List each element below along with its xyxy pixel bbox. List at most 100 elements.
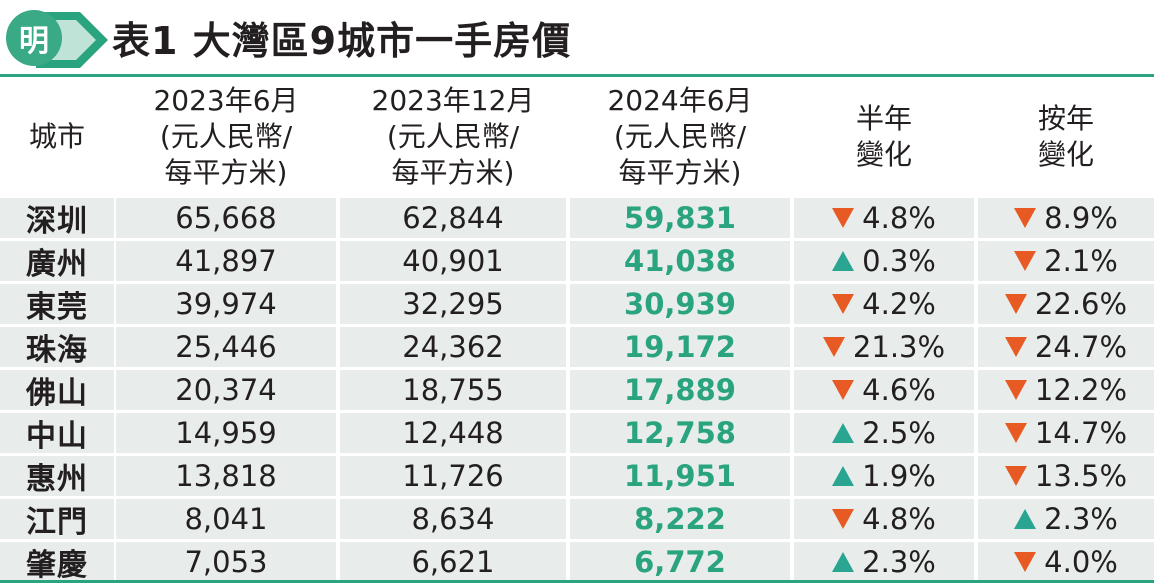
table-row: 東莞 39,974 32,295 30,939 4.2% 22.6% <box>0 284 1154 325</box>
city-name: 廣州 <box>0 241 114 282</box>
column-header-line: 半年 <box>855 102 912 135</box>
table-row: 佛山 20,374 18,755 17,889 4.6% 12.2% <box>0 370 1154 411</box>
half-year-change-cell: 0.3% <box>794 241 974 281</box>
triangle-down-icon <box>1004 337 1027 357</box>
logo-mark: 明 <box>6 10 62 66</box>
column-header-line: 按年 <box>1037 102 1094 135</box>
top-divider <box>0 74 1154 77</box>
table-row: 肇慶 7,053 6,621 6,772 2.3% 4.0% <box>0 542 1154 583</box>
column-header: 城市 <box>0 78 114 196</box>
column-header-line: 2023年12月 <box>371 84 535 117</box>
price-jun-2023: 65,668 <box>116 198 336 238</box>
change-value: 4.8% <box>862 201 936 235</box>
price-dec-2023: 24,362 <box>340 327 566 367</box>
column-header-line: 城市 <box>28 120 85 153</box>
triangle-down-icon <box>1004 423 1027 443</box>
table-row: 惠州 13,818 11,726 11,951 1.9% 13.5% <box>0 456 1154 497</box>
table-row: 珠海 25,446 24,362 19,172 21.3% 24.7% <box>0 327 1154 368</box>
triangle-up-icon <box>832 552 855 572</box>
price-dec-2023: 40,901 <box>340 241 566 281</box>
price-jun-2023: 39,974 <box>116 284 336 324</box>
year-on-year-change-cell: 4.0% <box>978 542 1154 582</box>
column-header-line: (元人民幣/ <box>159 120 293 153</box>
change-value: 12.2% <box>1034 373 1128 407</box>
column-header-line: 2023年6月 <box>153 84 299 117</box>
column-header-line: 每平方米) <box>618 156 742 189</box>
change-value: 8.9% <box>1044 201 1118 235</box>
price-dec-2023: 8,634 <box>340 499 566 539</box>
change-value: 4.0% <box>1044 545 1118 579</box>
year-on-year-change-cell: 2.3% <box>978 499 1154 539</box>
city-name: 肇慶 <box>0 542 114 583</box>
change-value: 21.3% <box>852 330 946 364</box>
half-year-change-cell: 2.5% <box>794 413 974 453</box>
change-value: 14.7% <box>1034 416 1128 450</box>
price-jun-2023: 14,959 <box>116 413 336 453</box>
price-jun-2024: 59,831 <box>570 198 790 238</box>
triangle-down-icon <box>832 380 855 400</box>
table-row: 江門 8,041 8,634 8,222 4.8% 2.3% <box>0 499 1154 540</box>
change-value: 2.1% <box>1044 244 1118 278</box>
year-on-year-change-cell: 12.2% <box>978 370 1154 410</box>
triangle-up-icon <box>832 251 855 271</box>
table-row: 深圳 65,668 62,844 59,831 4.8% 8.9% <box>0 198 1154 239</box>
change-value: 13.5% <box>1034 459 1128 493</box>
triangle-up-icon <box>1014 509 1037 529</box>
triangle-down-icon <box>1004 466 1027 486</box>
price-jun-2023: 8,041 <box>116 499 336 539</box>
half-year-change-cell: 1.9% <box>794 456 974 496</box>
column-header-line: (元人民幣/ <box>613 120 747 153</box>
price-jun-2023: 20,374 <box>116 370 336 410</box>
price-dec-2023: 32,295 <box>340 284 566 324</box>
change-value: 4.2% <box>862 287 936 321</box>
city-name: 江門 <box>0 499 114 540</box>
city-name: 佛山 <box>0 370 114 411</box>
column-header-line: 變化 <box>855 138 912 171</box>
year-on-year-change-cell: 2.1% <box>978 241 1154 281</box>
half-year-change-cell: 4.8% <box>794 499 974 539</box>
triangle-down-icon <box>1014 552 1037 572</box>
triangle-down-icon <box>1014 208 1037 228</box>
column-header: 2024年6月 (元人民幣/每平方米) <box>570 78 790 196</box>
change-value: 0.3% <box>862 244 936 278</box>
price-jun-2023: 13,818 <box>116 456 336 496</box>
price-jun-2024: 41,038 <box>570 241 790 281</box>
price-jun-2024: 11,951 <box>570 456 790 496</box>
triangle-down-icon <box>1014 251 1037 271</box>
triangle-up-icon <box>832 466 855 486</box>
price-dec-2023: 62,844 <box>340 198 566 238</box>
table-title: 表1 大灣區9城市一手房價 <box>112 19 572 63</box>
table-header-row: 城市 2023年6月 (元人民幣/每平方米) 2023年12月 (元人民幣/每平方米) 2… <box>0 78 1154 196</box>
column-header-line: 2024年6月 <box>607 84 753 117</box>
triangle-down-icon <box>1004 294 1027 314</box>
column-header-line: 變化 <box>1037 138 1094 171</box>
change-value: 2.3% <box>862 545 936 579</box>
triangle-down-icon <box>832 509 855 529</box>
city-name: 珠海 <box>0 327 114 368</box>
change-value: 4.6% <box>862 373 936 407</box>
year-on-year-change-cell: 8.9% <box>978 198 1154 238</box>
change-value: 24.7% <box>1034 330 1128 364</box>
half-year-change-cell: 4.2% <box>794 284 974 324</box>
column-header: 半年 變化 <box>794 78 974 196</box>
triangle-down-icon <box>1004 380 1027 400</box>
table-row: 中山 14,959 12,448 12,758 2.5% 14.7% <box>0 413 1154 454</box>
header: 明 表1 大灣區9城市一手房價 <box>0 0 1154 78</box>
price-jun-2023: 25,446 <box>116 327 336 367</box>
year-on-year-change-cell: 24.7% <box>978 327 1154 367</box>
price-dec-2023: 11,726 <box>340 456 566 496</box>
price-jun-2023: 7,053 <box>116 542 336 582</box>
city-name: 深圳 <box>0 198 114 239</box>
half-year-change-cell: 21.3% <box>794 327 974 367</box>
price-dec-2023: 12,448 <box>340 413 566 453</box>
change-value: 2.5% <box>862 416 936 450</box>
column-header-line: 每平方米) <box>391 156 515 189</box>
price-jun-2023: 41,897 <box>116 241 336 281</box>
change-value: 4.8% <box>862 502 936 536</box>
year-on-year-change-cell: 22.6% <box>978 284 1154 324</box>
triangle-down-icon <box>822 337 845 357</box>
column-header: 2023年12月 (元人民幣/每平方米) <box>340 78 566 196</box>
city-name: 東莞 <box>0 284 114 325</box>
half-year-change-cell: 4.8% <box>794 198 974 238</box>
price-jun-2024: 8,222 <box>570 499 790 539</box>
